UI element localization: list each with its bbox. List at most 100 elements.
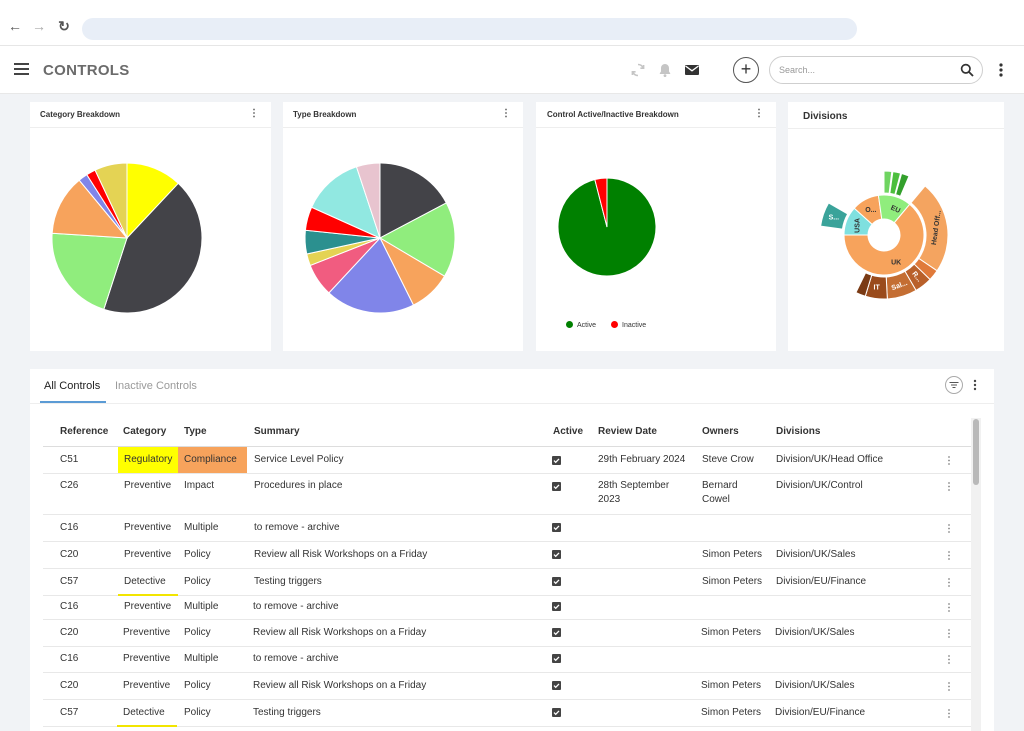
checkbox-checked-icon[interactable] xyxy=(552,550,561,559)
table-row[interactable]: C57 Detective Policy Testing triggers Si… xyxy=(43,700,971,727)
legend-item-inactive[interactable]: Inactive xyxy=(611,321,646,329)
cell-reference: C20 xyxy=(60,549,79,560)
type-pie-slice[interactable] xyxy=(378,202,456,277)
table-row[interactable]: C16 Preventive Multiple to remove - arch… xyxy=(43,647,971,673)
category-pie-chart xyxy=(51,162,203,314)
checkbox-checked-icon[interactable] xyxy=(552,681,561,690)
cell-reference: C20 xyxy=(60,627,79,638)
cell-type: Compliance xyxy=(184,454,237,465)
sunburst-segment-uk-child[interactable] xyxy=(855,272,873,297)
card-title: Control Active/Inactive Breakdown xyxy=(547,110,679,119)
type-breakdown-card: Type Breakdown ⋮ xyxy=(283,102,523,351)
active-pie-slice[interactable] xyxy=(594,177,608,228)
sunburst-label-head-office: Head Off... xyxy=(931,210,943,246)
table-row[interactable]: C51 Regulatory Compliance Service Level … xyxy=(43,447,971,474)
filter-icon xyxy=(949,381,959,389)
column-header-divisions[interactable]: Divisions xyxy=(776,426,821,437)
sunburst-segment-uk[interactable] xyxy=(843,203,925,276)
back-arrow-icon[interactable]: ← xyxy=(8,18,22,34)
address-bar[interactable] xyxy=(82,18,857,40)
kebab-icon[interactable] xyxy=(946,455,952,466)
kebab-icon[interactable]: ⋮ xyxy=(501,108,511,119)
kebab-icon[interactable]: ⋮ xyxy=(754,108,764,119)
cell-summary: Review all Risk Workshops on a Friday xyxy=(253,680,427,691)
column-header-type[interactable]: Type xyxy=(184,426,207,437)
column-header-owners[interactable]: Owners xyxy=(702,426,739,437)
kebab-icon[interactable] xyxy=(946,654,952,665)
checkbox-checked-icon[interactable] xyxy=(552,577,561,586)
sunburst-segment-s[interactable] xyxy=(820,202,849,230)
table-row[interactable]: C16 Preventive Multiple to remove - arch… xyxy=(43,596,971,620)
column-header-summary[interactable]: Summary xyxy=(254,426,300,437)
kebab-icon[interactable] xyxy=(946,681,952,692)
cell-divisions: Division/UK/Control xyxy=(776,480,863,491)
search-icon[interactable] xyxy=(960,63,974,77)
kebab-icon[interactable] xyxy=(946,708,952,719)
table-row[interactable]: C57 Detective Policy Testing triggers Si… xyxy=(43,569,971,596)
checkbox-checked-icon[interactable] xyxy=(552,482,561,491)
tab-all-controls[interactable]: All Controls xyxy=(44,380,101,392)
cell-type: Policy xyxy=(184,627,211,638)
search-input[interactable] xyxy=(779,62,949,78)
filter-button[interactable] xyxy=(945,376,963,394)
kebab-icon[interactable] xyxy=(946,550,952,561)
category-pie-slice[interactable] xyxy=(51,232,128,310)
type-pie-chart xyxy=(304,162,456,314)
column-header-active[interactable]: Active xyxy=(553,426,584,437)
kebab-icon[interactable] xyxy=(946,602,952,613)
cell-category: Regulatory xyxy=(124,454,173,465)
cell-divisions: Division/UK/Sales xyxy=(776,549,856,560)
sync-icon[interactable] xyxy=(630,62,646,78)
type-pie-slice[interactable] xyxy=(310,166,381,239)
cell-category: Detective xyxy=(123,707,165,718)
checkbox-checked-icon[interactable] xyxy=(552,456,561,465)
hamburger-icon[interactable] xyxy=(14,63,29,76)
column-header-review-date[interactable]: Review Date xyxy=(598,426,657,437)
checkbox-checked-icon[interactable] xyxy=(552,628,561,637)
cell-divisions: Division/UK/Head Office xyxy=(776,454,884,465)
table-row[interactable]: C20 Preventive Policy Review all Risk Wo… xyxy=(43,620,971,647)
add-button[interactable]: + xyxy=(733,57,759,83)
checkbox-checked-icon[interactable] xyxy=(552,602,561,611)
mail-icon[interactable] xyxy=(684,62,700,78)
column-header-reference[interactable]: Reference xyxy=(60,426,109,437)
kebab-icon[interactable]: ⋮ xyxy=(249,108,259,119)
checkbox-checked-icon[interactable] xyxy=(552,523,561,532)
browser-toolbar: ← → ↻ xyxy=(0,0,1024,46)
kebab-icon[interactable] xyxy=(997,61,1005,79)
cell-reference: C57 xyxy=(60,576,79,587)
type-pie-slice[interactable] xyxy=(379,162,447,239)
kebab-icon[interactable] xyxy=(946,481,952,492)
forward-arrow-icon[interactable]: → xyxy=(32,18,46,34)
cell-review-date: 28th September xyxy=(598,480,670,491)
cell-reference: C16 xyxy=(60,522,79,533)
scrollbar-track[interactable] xyxy=(971,418,981,731)
card-title: Type Breakdown xyxy=(293,110,357,119)
sunburst-label-s: S... xyxy=(829,215,840,222)
scrollbar-thumb[interactable] xyxy=(973,419,979,485)
kebab-icon[interactable] xyxy=(946,577,952,588)
kebab-icon[interactable] xyxy=(946,523,952,534)
type-pie-slice[interactable] xyxy=(355,162,381,239)
kebab-icon[interactable] xyxy=(946,628,952,639)
reload-icon[interactable]: ↻ xyxy=(58,18,70,34)
table-row[interactable]: C20 Preventive Policy Review all Risk Wo… xyxy=(43,542,971,569)
table-row[interactable]: C26 Preventive Impact Procedures in plac… xyxy=(43,474,971,515)
sunburst-segment-eu-child[interactable] xyxy=(883,170,893,194)
tab-inactive-controls[interactable]: Inactive Controls xyxy=(115,380,197,392)
table-row[interactable]: C20 Preventive Policy Review all Risk Wo… xyxy=(43,673,971,700)
category-pie-slice[interactable] xyxy=(103,182,203,314)
column-header-category[interactable]: Category xyxy=(123,426,167,437)
table-row[interactable]: C16 Preventive Multiple to remove - arch… xyxy=(43,515,971,542)
cell-summary: Service Level Policy xyxy=(254,454,344,465)
category-pie-slice[interactable] xyxy=(51,179,129,239)
category-pie-slice[interactable] xyxy=(94,162,128,239)
sunburst-segment-eu-child[interactable] xyxy=(889,171,902,196)
kebab-icon[interactable] xyxy=(972,378,978,392)
bell-icon[interactable] xyxy=(657,62,673,78)
checkbox-checked-icon[interactable] xyxy=(552,654,561,663)
sunburst-segment-eu-child[interactable] xyxy=(894,172,910,197)
legend-item-active[interactable]: Active xyxy=(566,321,596,329)
type-pie-slice[interactable] xyxy=(328,237,415,314)
checkbox-checked-icon[interactable] xyxy=(552,708,561,717)
